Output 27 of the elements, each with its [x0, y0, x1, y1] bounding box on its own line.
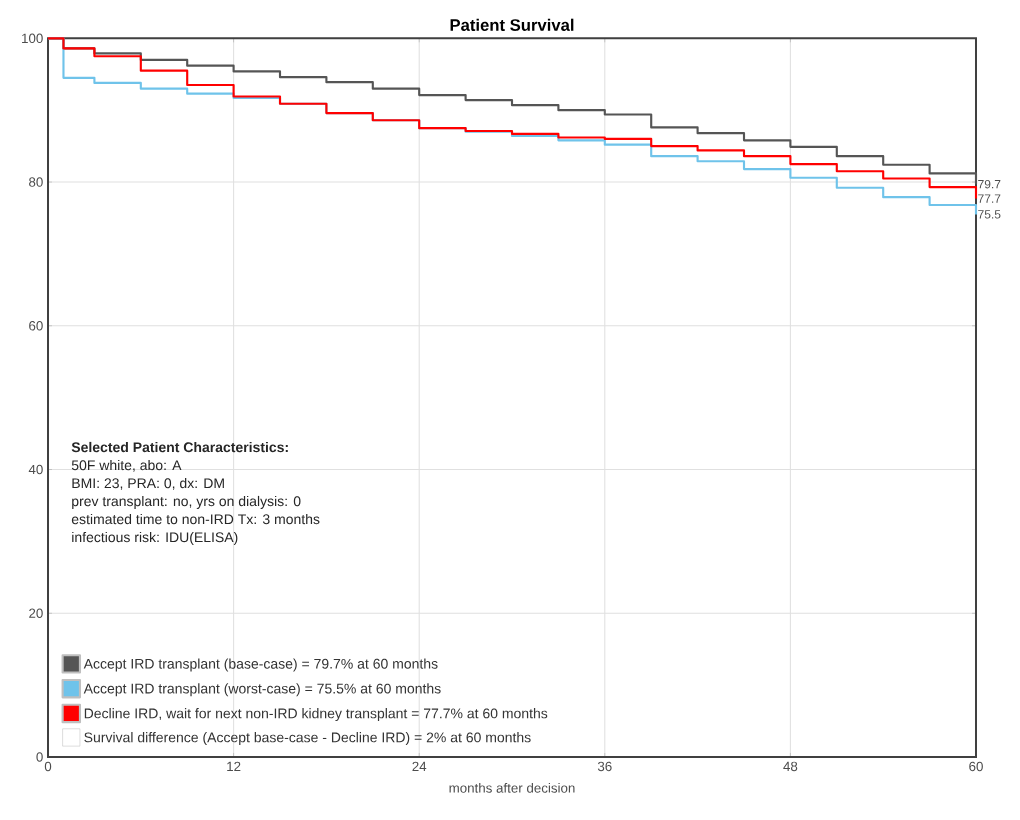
data-label: 77.7	[978, 194, 1001, 203]
x-tick-label: 0	[44, 761, 52, 772]
y-tick-label: 80	[29, 177, 43, 187]
x-tick-label: 12	[227, 761, 241, 771]
x-tick-label: 48	[783, 761, 798, 772]
y-tick-label: 40	[28, 464, 43, 475]
legend-label: Accept IRD transplant (worst-case) = 75.5% at 60 months	[83, 683, 441, 697]
x-tick-label: 24	[412, 761, 427, 771]
y-tick-label: 20	[29, 608, 43, 618]
x-tick-label: 60	[969, 761, 983, 772]
annotation: BMI: 23, PRA: 0, dx: DM	[72, 477, 224, 490]
annotation: estimated time to non-IRD Tx: 3 months	[71, 513, 320, 525]
legend-label: Decline IRD, wait for next non-IRD kidney transplant = 77.7% at 60 months	[84, 708, 548, 722]
annotation: Selected Patient Characteristics:	[71, 441, 288, 453]
y-tick-label: 100	[22, 33, 43, 44]
chart-title: Patient Survival	[450, 18, 574, 31]
legend-label: Survival difference (Accept base-case - Decline IRD) = 2% at 60 months	[84, 732, 531, 746]
x-axis-title: months after decision	[449, 782, 575, 793]
annotation: infectious risk: IDU(ELISA)	[72, 531, 238, 545]
data-label: 79.7	[978, 179, 1001, 189]
y-tick-label: 0	[36, 752, 43, 762]
annotation: 50F white, abo: A	[71, 459, 182, 472]
data-label: 75.5	[978, 210, 1001, 219]
legend-label: Accept IRD transplant (base-case) = 79.7% at 60 months	[83, 658, 438, 672]
x-tick-label: 36	[597, 761, 612, 772]
annotation: prev transplant: no, yrs on dialysis: 0	[72, 495, 301, 509]
y-tick-label: 60	[29, 321, 43, 331]
